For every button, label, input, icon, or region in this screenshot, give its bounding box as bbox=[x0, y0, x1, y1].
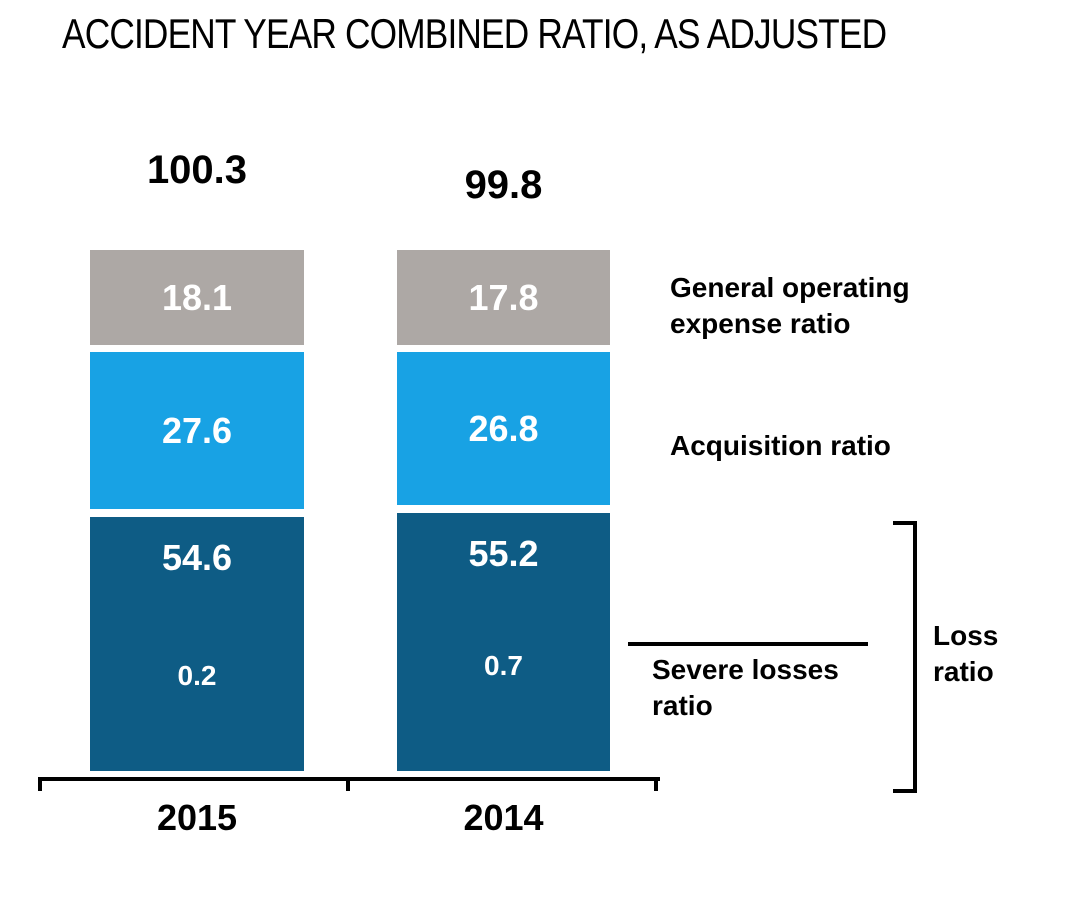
segment-value-label: 55.2 bbox=[468, 533, 539, 574]
category-label-2014: 2014 bbox=[463, 797, 544, 838]
chart-title: ACCIDENT YEAR COMBINED RATIO, AS ADJUSTE… bbox=[62, 10, 887, 57]
bar-2014: 17.8 26.8 55.2 0.7 bbox=[397, 0, 610, 916]
segment-general-operating-2015: 18.1 bbox=[90, 250, 304, 345]
legend-general-operating-expense-ratio: General operating expense ratio bbox=[670, 272, 910, 339]
category-label-2015: 2015 bbox=[156, 797, 238, 838]
severe-losses-value-2015: 0.2 bbox=[177, 660, 217, 691]
x-axis-tick-left bbox=[38, 777, 42, 791]
x-axis-tick-right bbox=[654, 777, 658, 791]
severe-losses-value-2014: 0.7 bbox=[484, 650, 523, 681]
loss-ratio-bracket bbox=[913, 521, 917, 793]
segment-acquisition-2014: 26.8 bbox=[397, 352, 610, 505]
segment-acquisition-2015: 27.6 bbox=[90, 352, 304, 509]
x-axis-tick-middle bbox=[346, 777, 350, 791]
segment-value-label: 54.6 bbox=[161, 537, 233, 578]
total-value-2015: 100.3 bbox=[146, 148, 248, 192]
severe-losses-underline bbox=[628, 642, 868, 646]
bar-2015: 18.1 27.6 54.6 0.2 bbox=[90, 0, 304, 916]
legend-loss-ratio: Loss ratio bbox=[933, 620, 999, 687]
segment-value-label: 18.1 bbox=[161, 276, 233, 318]
segment-value-label: 17.8 bbox=[468, 276, 539, 318]
segment-loss-2014: 55.2 0.7 bbox=[397, 513, 610, 771]
segment-value-label: 26.8 bbox=[468, 407, 539, 449]
segment-general-operating-2014: 17.8 bbox=[397, 250, 610, 345]
segment-value-label: 27.6 bbox=[161, 409, 233, 451]
total-value-2014: 99.8 bbox=[464, 163, 543, 207]
legend-severe-losses-ratio: Severe losses ratio bbox=[652, 654, 839, 721]
segment-loss-2015: 54.6 0.2 bbox=[90, 517, 304, 771]
loss-ratio-bracket-top-cap bbox=[893, 521, 917, 525]
loss-ratio-bracket-bottom-cap bbox=[893, 789, 917, 793]
legend-acquisition-ratio: Acquisition ratio bbox=[670, 430, 891, 461]
